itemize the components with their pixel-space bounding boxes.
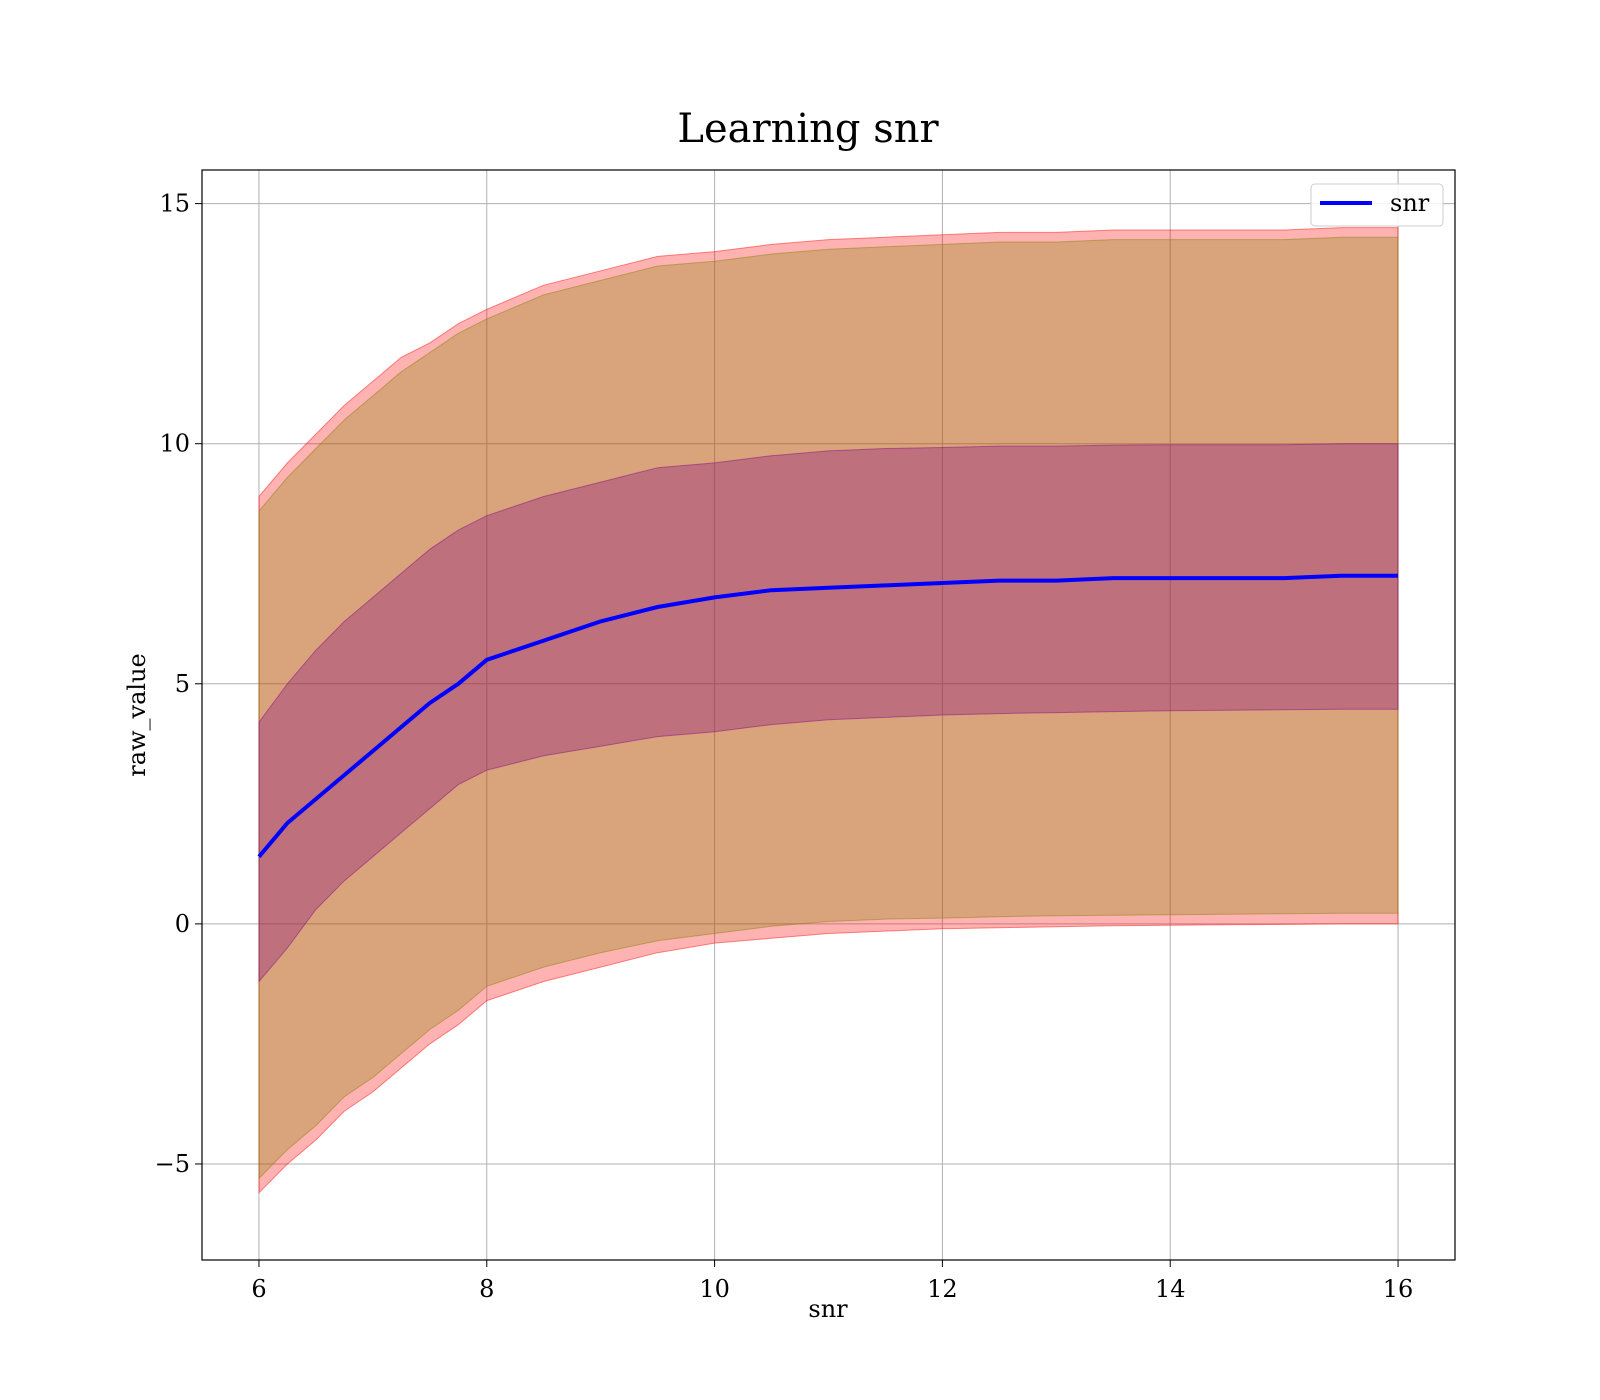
ticks: 6 8 10 12 14 16 −5 0 5 10 15 (155, 190, 1414, 1303)
grid (202, 170, 1455, 1260)
series-line-snr (257, 573, 1398, 858)
y-tick-label: 10 (159, 430, 190, 458)
y-tick-label: 15 (159, 190, 190, 218)
x-tick-label: 14 (1155, 1275, 1186, 1303)
legend-box (1310, 183, 1444, 227)
band-outer (258, 227, 1399, 1195)
series (257, 573, 1398, 858)
plot-frame (201, 169, 1456, 1261)
y-tick-label: 0 (175, 910, 190, 938)
legend: snr (1310, 183, 1444, 227)
x-tick-label: 6 (251, 1275, 266, 1303)
x-tick-label: 12 (927, 1275, 958, 1303)
x-axis-label: snr (808, 1295, 848, 1323)
band-outer-inner (258, 236, 1399, 1180)
x-tick-label: 10 (699, 1275, 730, 1303)
x-tick-label: 16 (1383, 1275, 1414, 1303)
chart-title: Learning snr (677, 106, 939, 152)
y-tick-label: 5 (175, 670, 190, 698)
legend-label-snr: snr (1390, 189, 1430, 217)
y-axis-label: raw_value (123, 653, 151, 777)
y-tick-label: −5 (155, 1150, 190, 1178)
x-tick-label: 8 (479, 1275, 494, 1303)
